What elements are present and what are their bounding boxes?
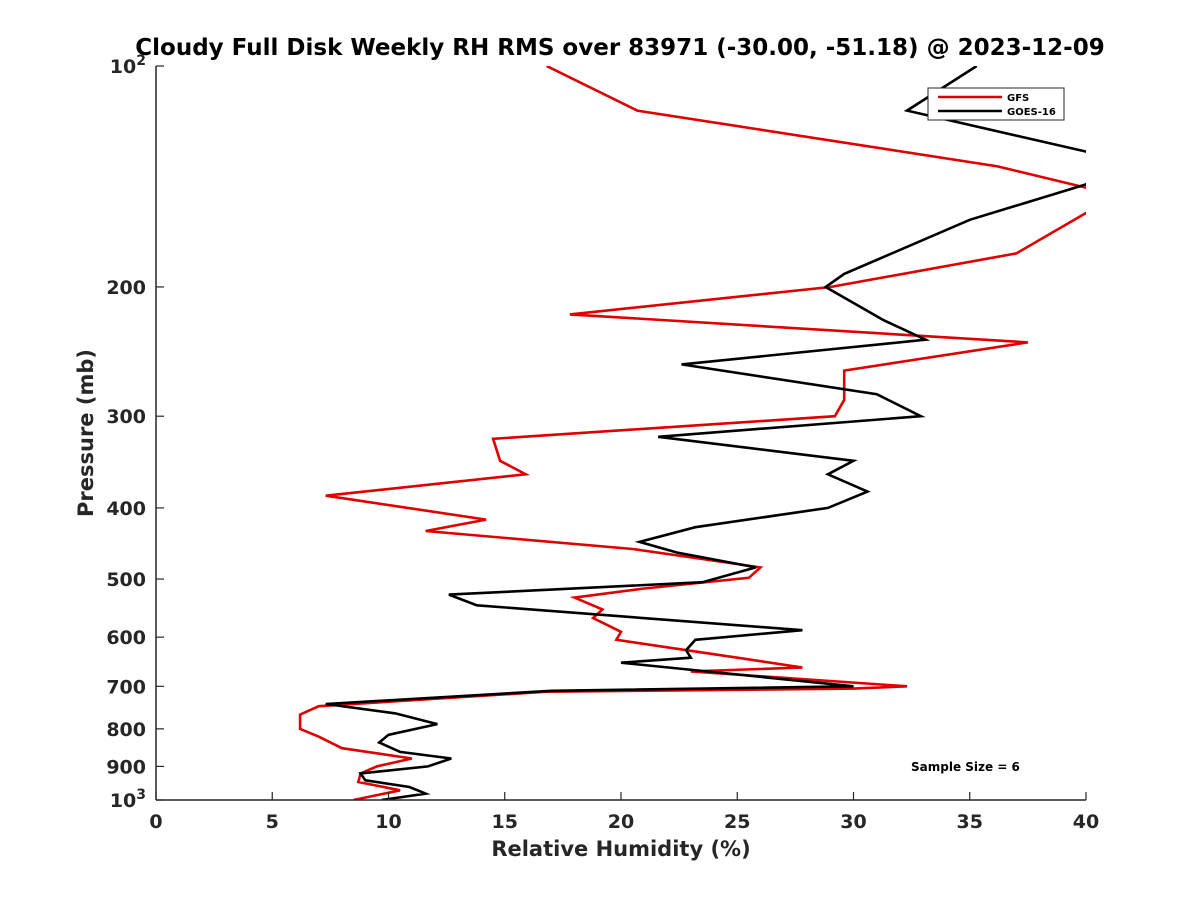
axes-layer: 0 5 10 15 20 25 30 35 40 102 200 300 400 500 600 700 800…: [106, 53, 1099, 833]
sample-size-annotation: Sample Size = 6: [911, 760, 1020, 774]
y-tick-label: 500: [106, 569, 146, 591]
y-tick-label: 700: [106, 676, 146, 698]
y-tick-label: 102: [110, 53, 146, 78]
y-tick-label: 800: [106, 719, 146, 741]
legend-box: [927, 87, 1065, 121]
y-tick-label: 600: [106, 627, 146, 649]
series-layer: [298, 66, 1086, 800]
y-tick-label: 300: [106, 406, 146, 428]
series-line-gfs: [298, 66, 1086, 800]
x-tick-label: 5: [266, 811, 279, 833]
y-axis-label: Pressure (mb): [74, 349, 98, 517]
x-tick-label: 0: [149, 811, 162, 833]
y-tick-label: 900: [106, 756, 146, 778]
legend-gfs-label: GFS: [1007, 93, 1029, 104]
y-tick-label: 200: [106, 277, 146, 299]
y-tick-label: 400: [106, 498, 146, 520]
chart-title: Cloudy Full Disk Weekly RH RMS over 8397…: [135, 35, 1104, 61]
y-tick-label: 103: [110, 787, 146, 812]
legend: GFS GOES-16: [927, 87, 1065, 121]
x-axis-label: Relative Humidity (%): [491, 837, 750, 861]
x-tick-label: 15: [492, 811, 518, 833]
x-tick-label: 25: [724, 811, 750, 833]
x-tick-label: 40: [1073, 811, 1099, 833]
x-tick-label: 20: [608, 811, 634, 833]
x-tick-label: 35: [957, 811, 983, 833]
legend-goes16-label: GOES-16: [1007, 107, 1056, 118]
x-tick-label: 30: [840, 811, 866, 833]
series-line-goes16: [325, 66, 1086, 800]
x-tick-label: 10: [375, 811, 401, 833]
